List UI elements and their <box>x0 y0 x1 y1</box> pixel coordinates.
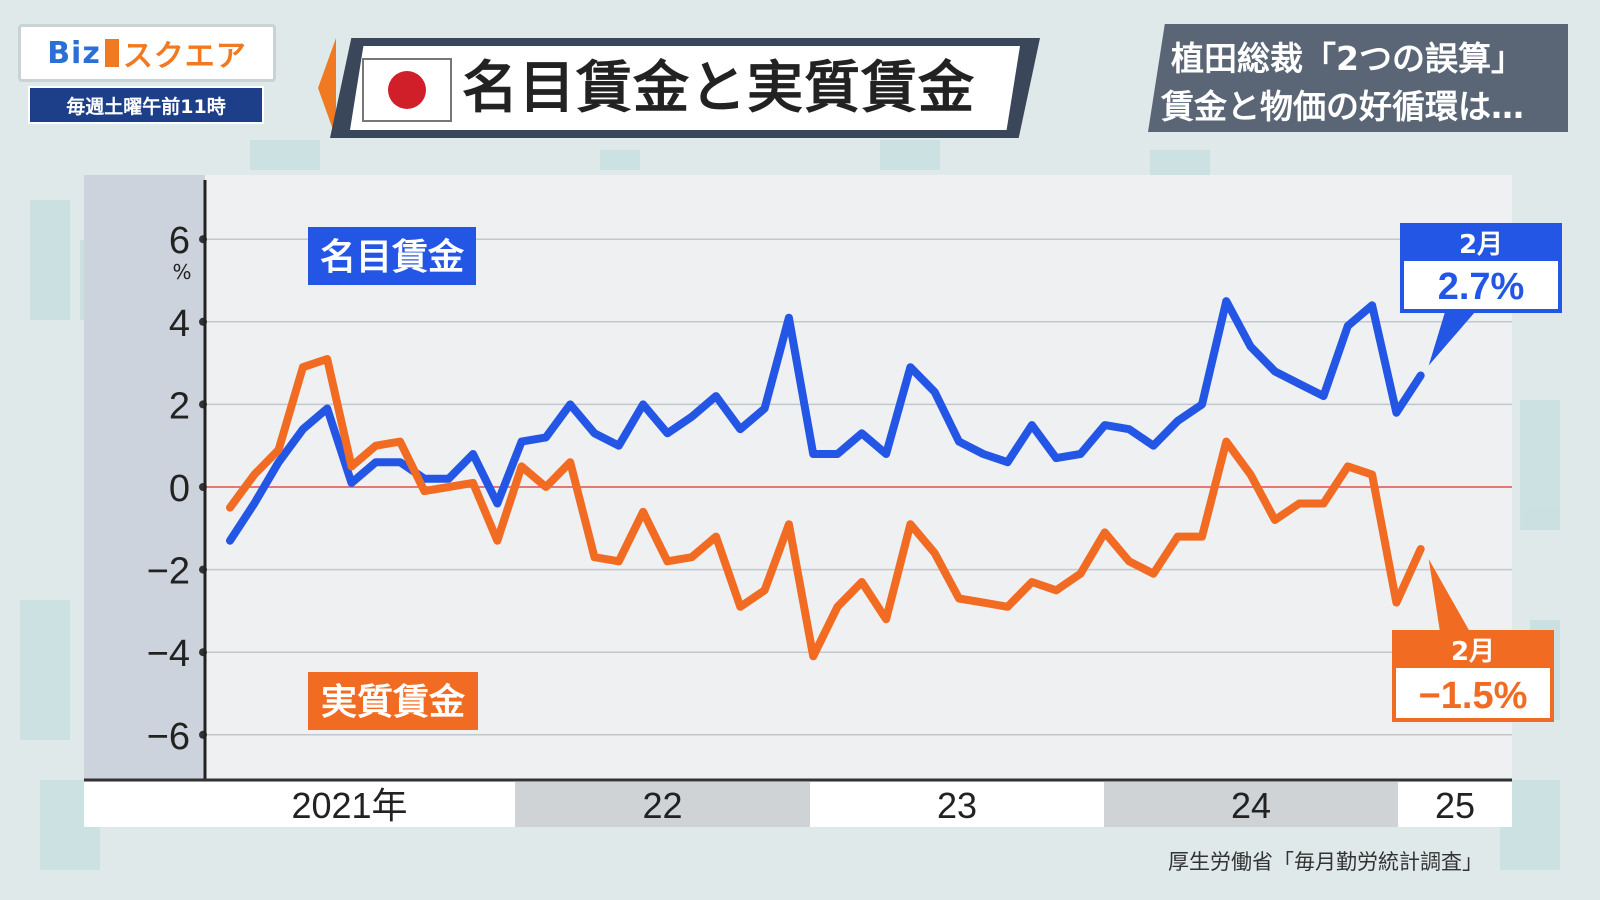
nominal-callout-pointer <box>1428 312 1475 366</box>
program-logo: Biz スクエア <box>18 24 276 82</box>
y-tick-label: 4 <box>169 303 190 345</box>
real-callout-header <box>1394 632 1552 668</box>
y-tick-label: 2 <box>169 385 190 427</box>
y-tick-label: −2 <box>147 551 190 593</box>
year-band <box>1398 782 1512 827</box>
y-unit-label: % <box>172 260 191 284</box>
legend-real-bg <box>308 672 478 730</box>
y-tick-label: −6 <box>147 716 190 758</box>
logo-building-icon <box>104 39 119 67</box>
year-band <box>515 782 810 827</box>
logo-accent-text: スクエア <box>122 39 247 74</box>
logo-text: Biz <box>47 35 101 71</box>
real-callout-value: −1.5% <box>1419 675 1528 717</box>
year-band <box>1104 782 1398 827</box>
legend-real: 実質賃金 <box>321 681 466 723</box>
nominal-callout-month: 2月 <box>1459 230 1503 260</box>
legend-nominal: 名目賃金 <box>320 236 465 278</box>
year-band-label: 24 <box>1231 785 1271 826</box>
title-panel <box>350 46 1020 130</box>
year-band <box>84 782 515 827</box>
real-callout-month: 2月 <box>1451 637 1495 667</box>
japan-flag-icon <box>362 58 452 122</box>
y-tick-label: 6 <box>169 220 190 262</box>
chart-title: 名目賃金と実質賃金 <box>462 56 975 121</box>
legend-nominal-bg <box>308 227 476 285</box>
real-callout-pointer <box>1428 558 1470 632</box>
year-band-label: 22 <box>642 785 682 826</box>
nominal-callout-header <box>1402 225 1560 261</box>
year-band <box>810 782 1104 827</box>
year-band-label: 25 <box>1435 785 1475 826</box>
y-tick-label: 0 <box>169 468 190 510</box>
year-band-label: 23 <box>937 785 977 826</box>
news-headline-box: 植田総裁「2つの誤算」 賃金と物価の好循環は… <box>1148 24 1568 132</box>
data-source: 厚生労働省「毎月勤労統計調査」 <box>1168 850 1483 874</box>
headline-line-2: 賃金と物価の好循環は… <box>1161 87 1524 126</box>
y-axis-area <box>84 175 205 780</box>
broadcast-schedule: 毎週土曜午前11時 <box>28 86 264 124</box>
headline-line-1: 植田総裁「2つの誤算」 <box>1171 39 1524 78</box>
nominal-callout-value: 2.7% <box>1438 266 1525 308</box>
y-tick-label: −4 <box>147 633 190 675</box>
series-line-real <box>226 355 1425 661</box>
year-band-label: 2021年 <box>291 785 407 826</box>
series-line-nominal <box>226 297 1425 545</box>
